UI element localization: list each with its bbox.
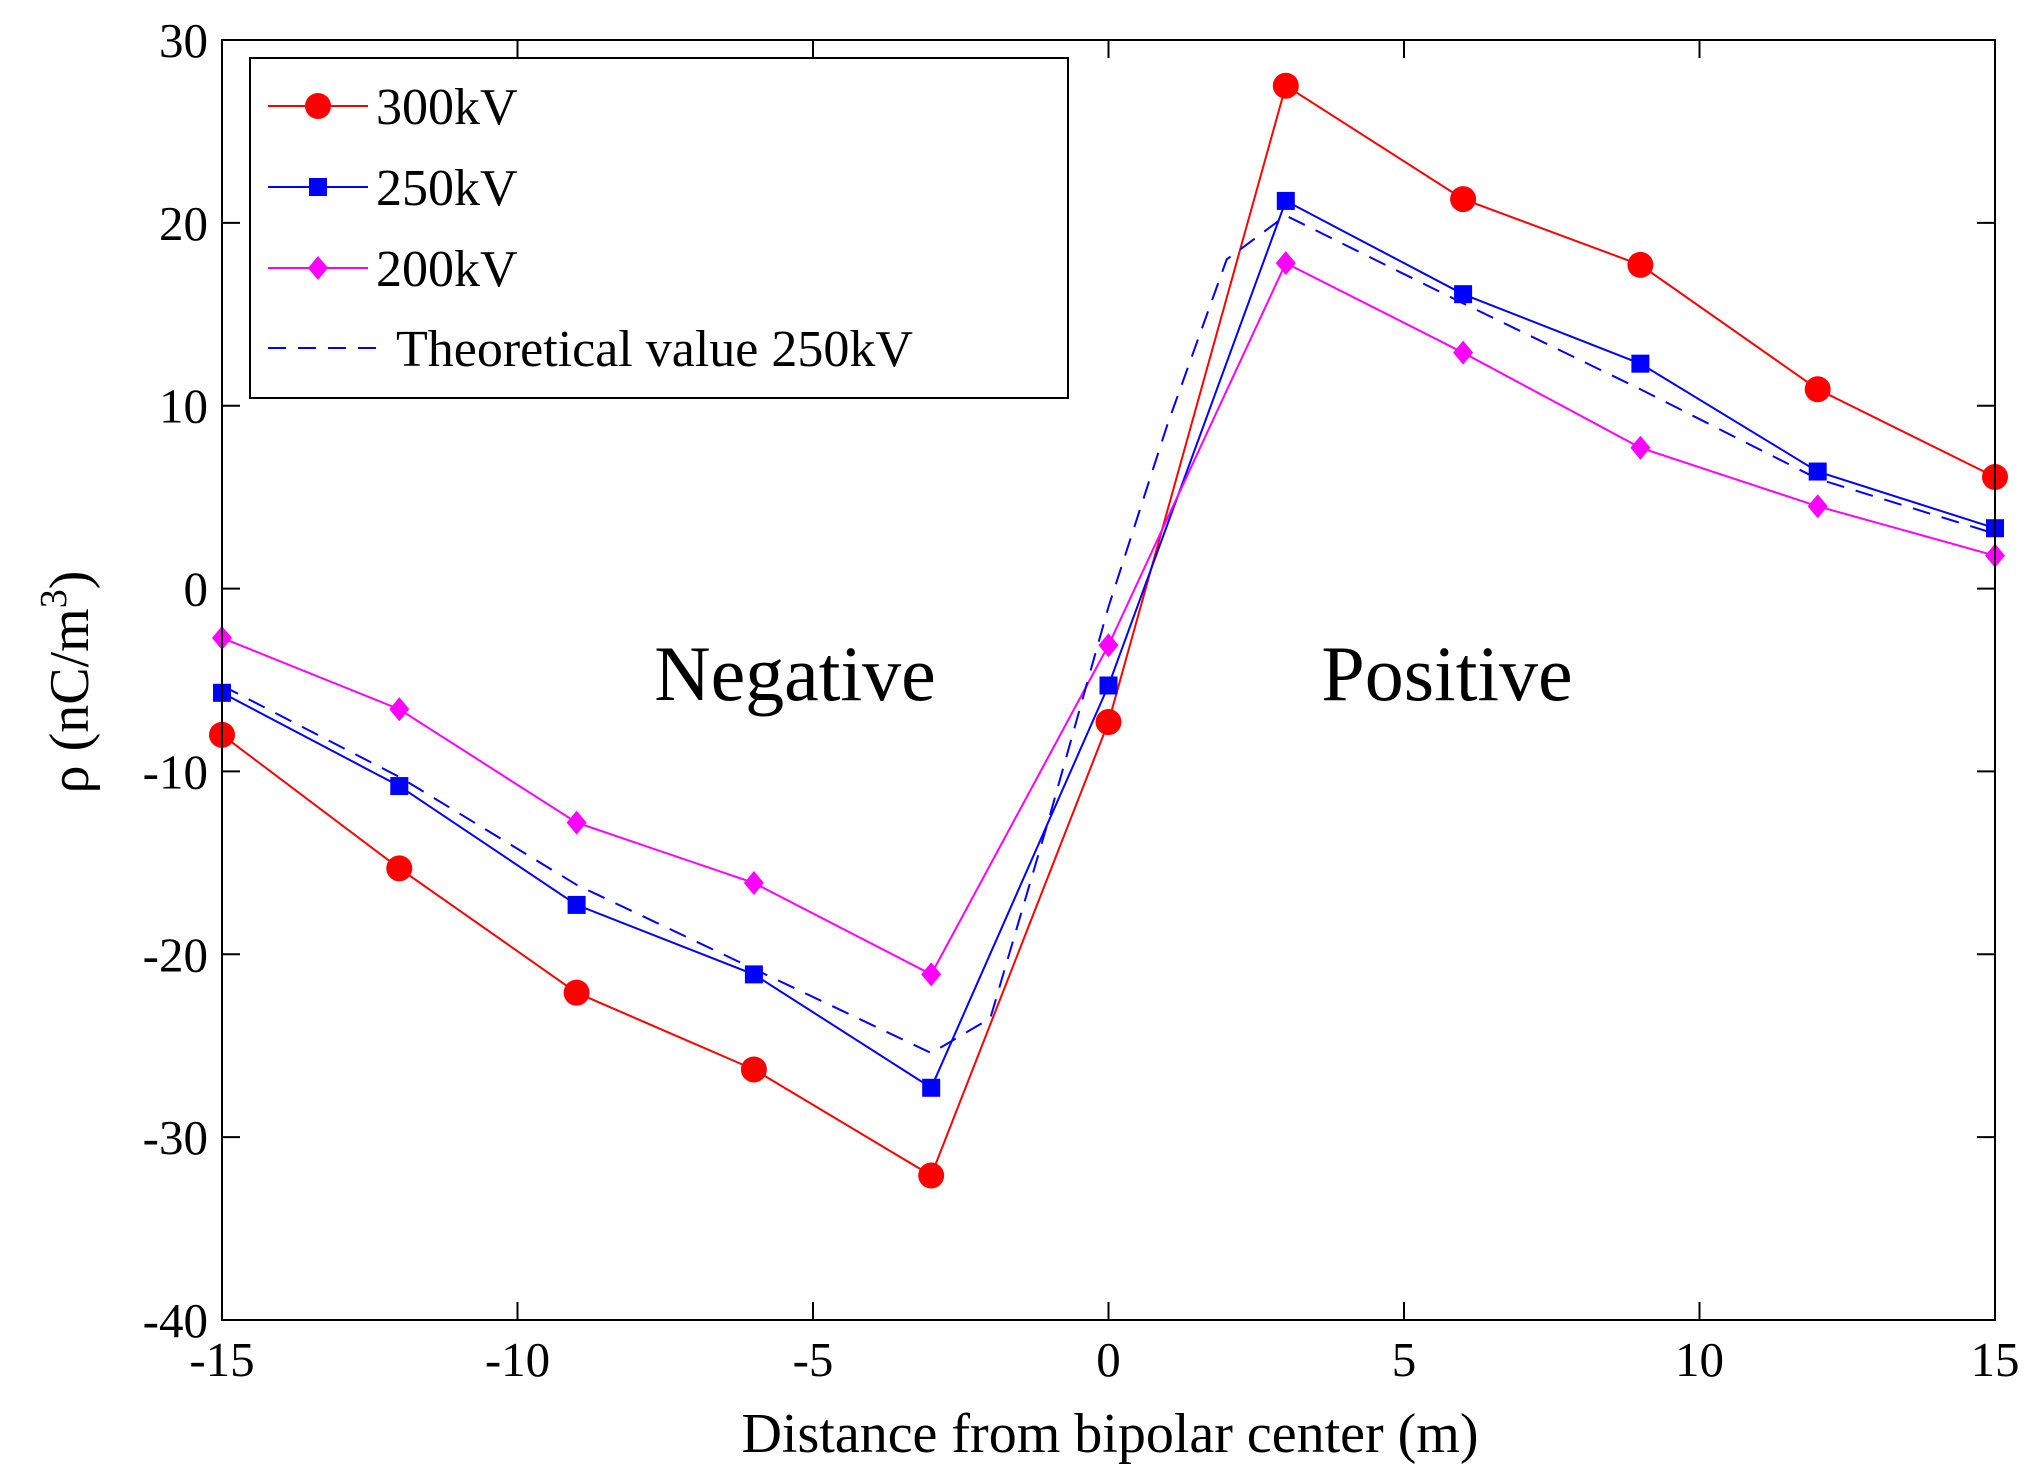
y-tick-label-20: -20 [143,927,208,982]
data-point-300kv-x6 [1450,186,1477,213]
legend-entry-theoretical: Theoretical value 250kV [268,321,913,378]
data-point-300kv-x9 [1627,251,1654,278]
data-point-250kv-x9 [567,895,586,914]
data-point-200kv-x3 [1275,251,1296,276]
data-point-300kv-x3 [918,1162,945,1189]
data-point-300kv-x9 [563,979,590,1006]
legend-marker-250kv [309,178,327,196]
y-tick-label-0: 0 [184,562,209,617]
x-tick-label-10: 10 [1675,1332,1724,1387]
y-axis-title-main: ρ (nC/m [39,608,101,793]
data-point-200kv-x9 [566,810,587,835]
series-line-theoretical-value-250kv [221,214,1996,1055]
annotation-positive: Positive [1321,630,1572,717]
data-point-200kv-x12 [1807,494,1828,519]
data-point-300kv-x12 [386,855,413,882]
data-point-250kv-x0 [1099,676,1118,695]
legend-label-200kv: 200kV [376,241,518,298]
y-tick-label-10: 10 [159,379,208,434]
data-point-200kv-x9 [1630,435,1651,460]
legend-entry-200kv: 200kV [268,241,518,298]
x-tick-label-5: -5 [793,1332,834,1387]
legend: 300kV 250kV 200kV Theoretical value 250k… [249,57,1069,399]
x-tick-label-0: 0 [1096,1332,1121,1387]
y-tick-label-40: -40 [143,1293,208,1348]
data-point-250kv-x3 [922,1078,941,1097]
legend-label-300kv: 300kV [376,79,518,136]
data-point-250kv-x6 [744,965,763,984]
series-theoretical-value-250kv [221,214,1996,1055]
legend-box [249,57,1069,399]
data-point-300kv-x0 [1095,709,1122,736]
y-axis-title-close: ) [39,571,101,590]
data-point-250kv-x12 [1808,462,1827,481]
y-tick-label-20: 20 [159,196,208,251]
legend-entry-250kv: 250kV [268,160,518,217]
y-tick-label-30: -30 [143,1110,208,1165]
data-point-300kv-x6 [740,1056,767,1083]
legend-marker-200kv [308,256,328,280]
legend-label-250kv: 250kV [376,160,518,217]
data-point-300kv-x12 [1804,376,1831,403]
legend-label-theoretical: Theoretical value 250kV [396,321,913,378]
y-tick-label-10: -10 [143,744,208,799]
x-tick-label-15: -15 [189,1332,254,1387]
series-300kv [209,72,2008,1189]
data-point-250kv-x12 [390,777,409,796]
annotation-negative: Negative [654,630,936,717]
data-point-200kv-x12 [389,697,410,722]
series-group [209,72,2008,1189]
y-tick-label-30: 30 [159,13,208,68]
data-point-200kv-x3 [921,962,942,987]
data-point-250kv-x6 [1454,285,1473,304]
x-tick-label-15: 15 [1971,1332,2020,1387]
legend-entry-300kv: 300kV [268,79,518,136]
x-tick-label-5: 5 [1392,1332,1417,1387]
series-200kv [212,251,2005,987]
data-point-300kv-x3 [1272,72,1299,99]
axes: -15 -10 -5 0 5 10 15 -40 -30 -20 -10 0 10 20 30 [143,13,2020,1387]
data-point-200kv-x6 [743,870,764,895]
text-layer: Distance from bipolar center (m) ρ (nC/m… [33,571,1573,1465]
y-axis-title-superscript: 3 [33,589,75,608]
data-point-200kv-x0 [1098,633,1119,658]
series-250kv [213,191,2004,1097]
x-tick-label-10: -10 [485,1332,550,1387]
data-point-200kv-x6 [1453,340,1474,365]
data-point-250kv-x9 [1631,354,1650,373]
legend-marker-300kv [305,93,331,119]
data-point-250kv-x3 [1276,191,1295,210]
x-axis-title: Distance from bipolar center (m) [741,1403,1478,1465]
y-axis-title: ρ (nC/m3) [33,571,101,794]
